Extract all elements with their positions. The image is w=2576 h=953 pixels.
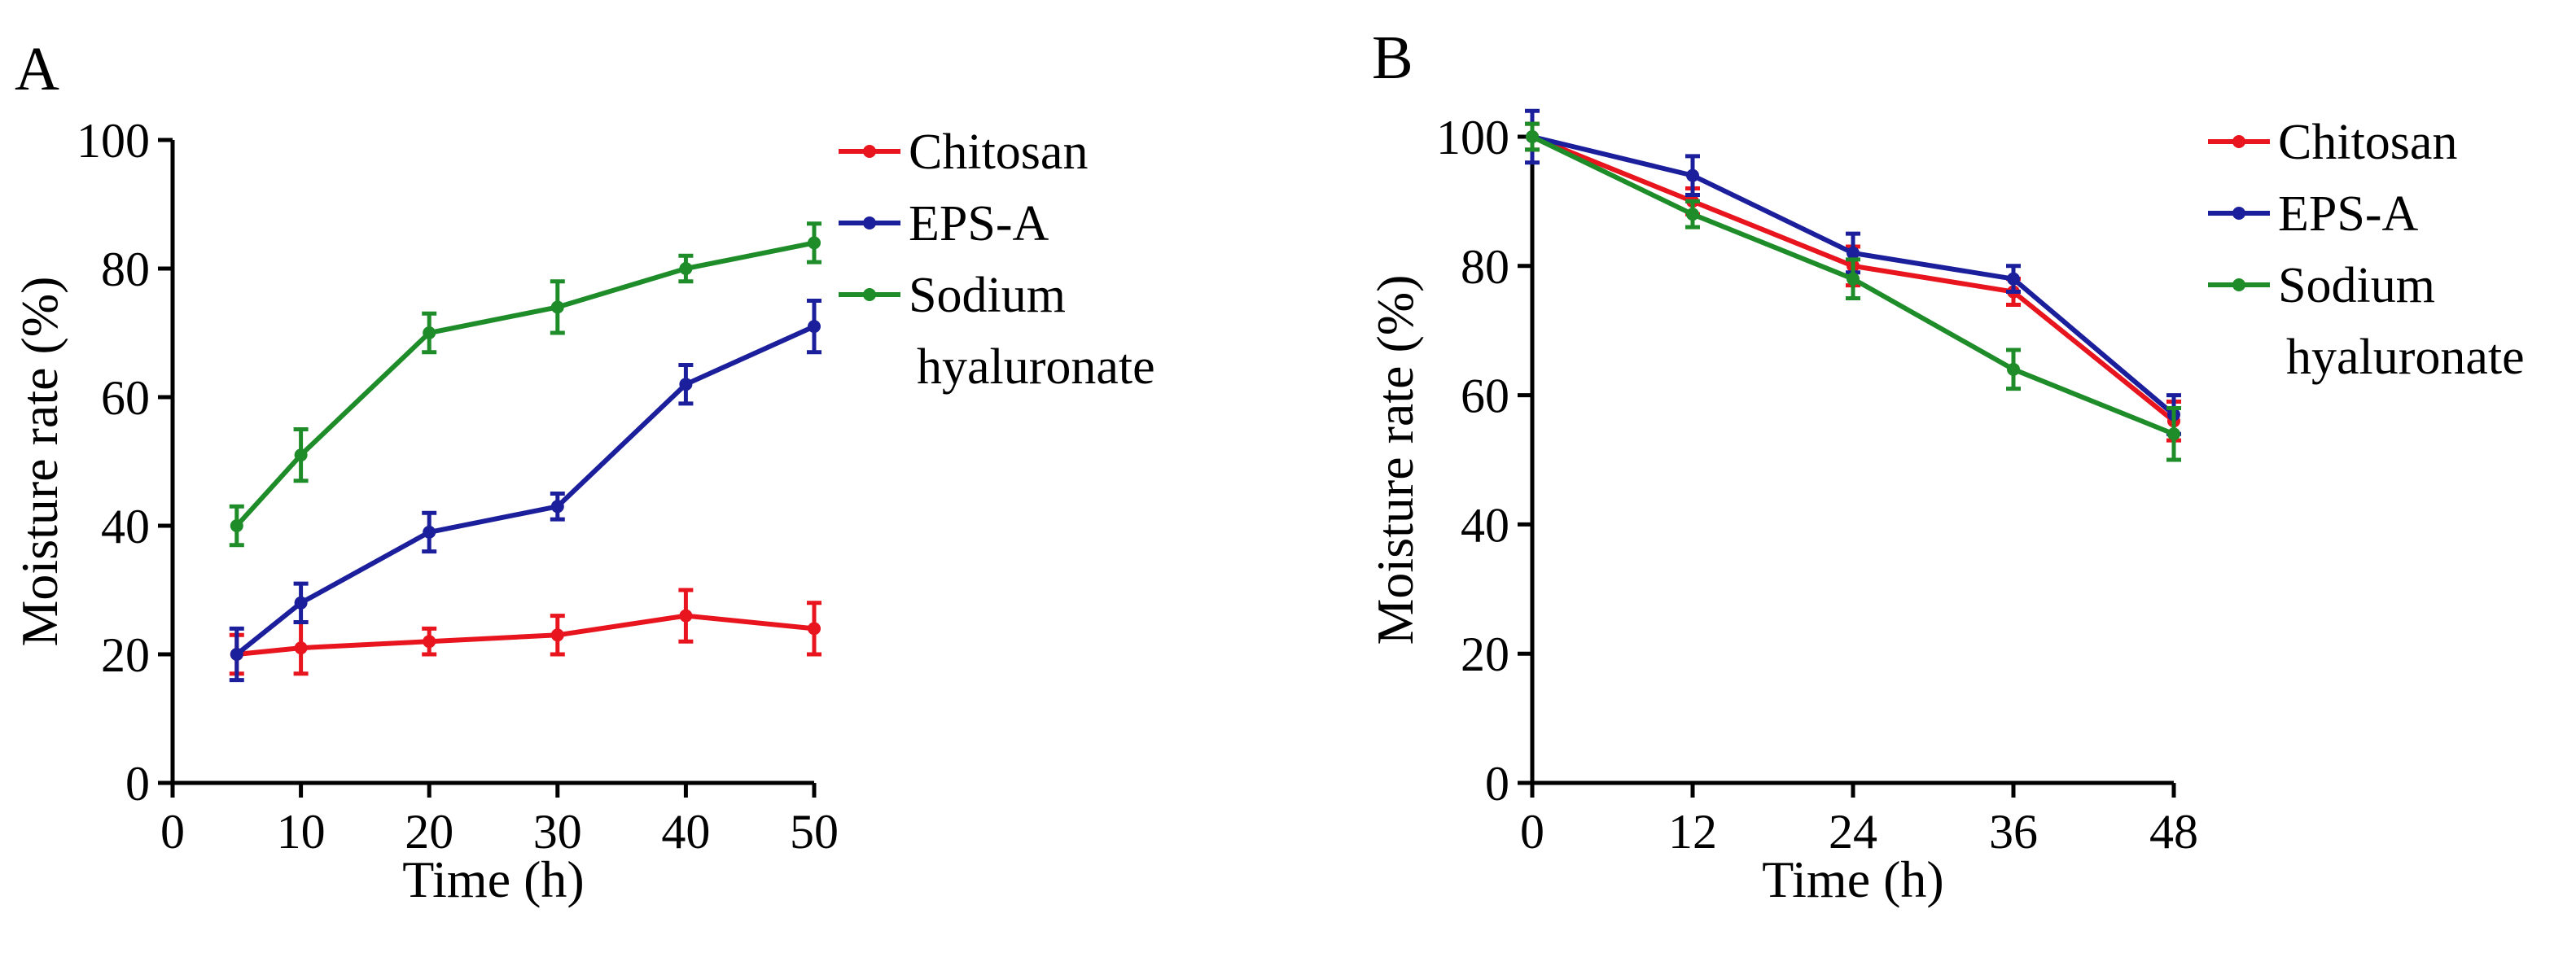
data-point xyxy=(679,378,693,391)
data-point xyxy=(1847,246,1860,260)
y-tick-label: 40 xyxy=(101,500,150,553)
data-point xyxy=(2167,427,2180,441)
data-point xyxy=(1686,208,1699,221)
x-tick-label: 0 xyxy=(160,805,185,859)
data-point xyxy=(294,641,308,655)
data-point xyxy=(2007,362,2020,376)
series-chitosan xyxy=(229,588,821,676)
x-tick-label: 20 xyxy=(405,805,453,859)
y-tick-label: 20 xyxy=(101,628,150,682)
x-axis-title: Time (h) xyxy=(1762,850,1943,908)
panel-a: A 0 20 40 60 80 100 0 10 20 30 40 50 Time (h) Moisture… xyxy=(11,35,1155,908)
y-tick-label: 80 xyxy=(1461,240,1509,294)
data-point xyxy=(423,635,436,649)
legend-swatch-marker xyxy=(2232,135,2245,148)
y-tick-label: 40 xyxy=(1461,498,1509,552)
y-tick-label: 60 xyxy=(1461,369,1509,423)
legend-swatch-marker xyxy=(863,288,876,301)
legend-swatch-marker xyxy=(863,216,876,230)
series-sodium-hyaluronate xyxy=(1525,121,2181,462)
y-axis-title: Moisture rate (%) xyxy=(11,277,68,647)
panel-label: B xyxy=(1372,24,1413,92)
x-tick-label: 36 xyxy=(1989,805,2038,859)
legend-label: Sodium xyxy=(2278,258,2435,313)
y-tick-label: 60 xyxy=(101,371,150,425)
legend-label: EPS-A xyxy=(2278,186,2418,242)
x-tick-label: 10 xyxy=(277,805,326,859)
y-tick-label: 0 xyxy=(125,757,150,811)
data-point xyxy=(679,262,693,275)
legend-label: Sodium xyxy=(909,268,1066,323)
series-sodium-hyaluronate xyxy=(229,221,821,548)
data-point xyxy=(808,236,821,250)
data-point xyxy=(423,326,436,339)
legend-label: Chitosan xyxy=(909,125,1088,180)
data-point xyxy=(808,320,821,334)
data-point xyxy=(1847,272,1860,286)
data-point xyxy=(1526,130,1539,143)
y-axis-title: Moisture rate (%) xyxy=(1366,275,1424,645)
y-tick-label: 20 xyxy=(1461,627,1509,681)
data-point xyxy=(2007,272,2020,286)
legend-swatch-marker xyxy=(2232,278,2245,291)
legend: Chitosan EPS-A Sodium hyaluronate xyxy=(839,125,1155,395)
legend: Chitosan EPS-A Sodium hyaluronate xyxy=(2208,115,2525,385)
x-tick-label: 48 xyxy=(2149,805,2198,859)
data-point xyxy=(550,300,564,314)
data-point xyxy=(294,596,308,610)
series-line xyxy=(234,240,815,528)
x-tick-label: 12 xyxy=(1668,805,1717,859)
series-line xyxy=(234,324,816,657)
x-tick-label: 0 xyxy=(1520,805,1544,859)
y-tick-label: 100 xyxy=(77,114,150,168)
panel-label: A xyxy=(15,35,59,103)
legend-label: EPS-A xyxy=(909,196,1049,251)
data-point xyxy=(808,622,821,636)
x-axis-title: Time (h) xyxy=(402,850,584,908)
panel-b: B 0 20 40 60 80 100 0 12 24 36 48 Time (h) Moisture r… xyxy=(1366,24,2525,908)
data-point xyxy=(230,519,243,532)
legend-label: hyaluronate xyxy=(2286,330,2525,385)
data-point xyxy=(294,448,308,462)
legend-swatch-marker xyxy=(2232,207,2245,220)
legend-label: hyaluronate xyxy=(917,339,1155,395)
data-point xyxy=(550,500,564,514)
data-point xyxy=(423,525,436,539)
x-tick-label: 50 xyxy=(790,805,839,859)
data-point xyxy=(230,648,243,661)
series-eps-a xyxy=(229,299,821,683)
y-tick-label: 80 xyxy=(101,243,150,296)
data-point xyxy=(1686,168,1699,182)
y-tick-label: 0 xyxy=(1485,757,1509,811)
series-line xyxy=(236,613,815,657)
legend-label: Chitosan xyxy=(2278,115,2457,170)
y-tick-label: 100 xyxy=(1436,111,1509,164)
x-tick-label: 24 xyxy=(1829,805,1877,859)
data-point xyxy=(550,628,564,642)
x-tick-label: 30 xyxy=(533,805,582,859)
data-point xyxy=(679,609,693,623)
legend-swatch-marker xyxy=(863,145,876,158)
x-tick-label: 40 xyxy=(661,805,710,859)
